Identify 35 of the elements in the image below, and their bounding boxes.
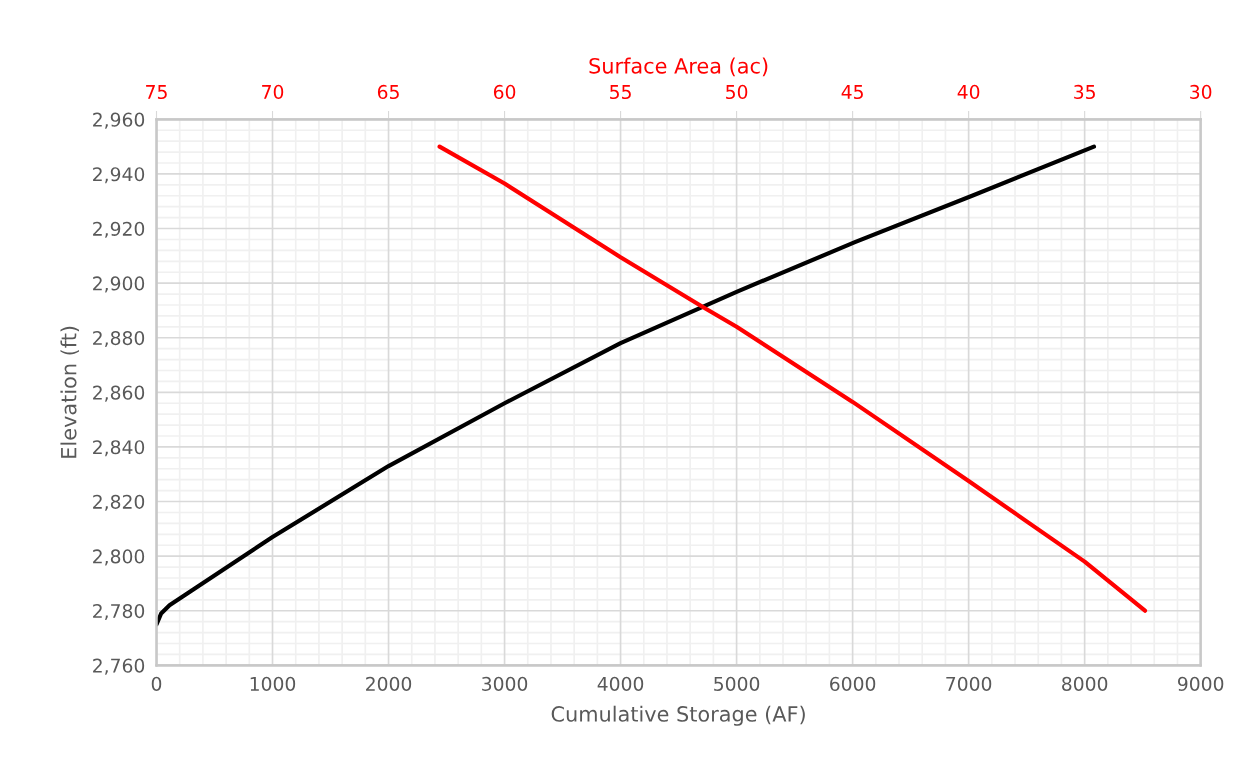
x-tick-label: 6000 <box>830 676 876 691</box>
line-series <box>156 144 1097 627</box>
x-tick-label: 5000 <box>714 676 760 691</box>
x-tick-label: 8000 <box>1062 676 1108 691</box>
y-tick-label: 2,940 <box>93 167 145 184</box>
x2-axis-title: Surface Area (ac) <box>589 57 768 77</box>
x-axis-title: Cumulative Storage (AF) <box>551 705 805 726</box>
x2-tick-label: 35 <box>1074 84 1095 100</box>
x2-tick-label: 40 <box>957 84 980 100</box>
x-tick-label: 0 <box>151 676 162 691</box>
y-tick-label: 2,900 <box>93 276 145 293</box>
y-axis-title: Elevation (ft) <box>60 326 80 458</box>
y-tick-label: 2,800 <box>93 549 145 566</box>
y-tick-label: 2,920 <box>93 221 145 238</box>
x2-tick-label: 45 <box>841 85 863 100</box>
y-tick-label: 2,840 <box>93 440 145 457</box>
y-tick-label: 2,860 <box>93 385 145 402</box>
x2-tick-label: 70 <box>262 84 284 100</box>
x2-tick-label: 55 <box>610 85 631 100</box>
y-tick-label: 2,760 <box>93 658 145 675</box>
x2-tick-label: 60 <box>493 84 516 100</box>
x2-tick-label: 30 <box>1190 84 1212 100</box>
x-tick-label: 4000 <box>597 676 644 691</box>
y-tick-label: 2,880 <box>93 330 145 348</box>
x2-tick-label: 50 <box>726 84 748 100</box>
x-tick-label: 2000 <box>366 676 412 691</box>
x2-tick-label: 75 <box>146 85 167 100</box>
x-tick-label: 1000 <box>250 676 296 691</box>
y-tick-label: 2,780 <box>93 603 145 621</box>
x-tick-label: 7000 <box>946 676 992 691</box>
x-tick-label: 3000 <box>482 676 528 691</box>
x-tick-label: 9000 <box>1177 676 1224 691</box>
y-tick-label: 2,820 <box>93 494 145 511</box>
y-tick-label: 2,960 <box>93 112 145 129</box>
x2-tick-label: 65 <box>377 84 399 100</box>
